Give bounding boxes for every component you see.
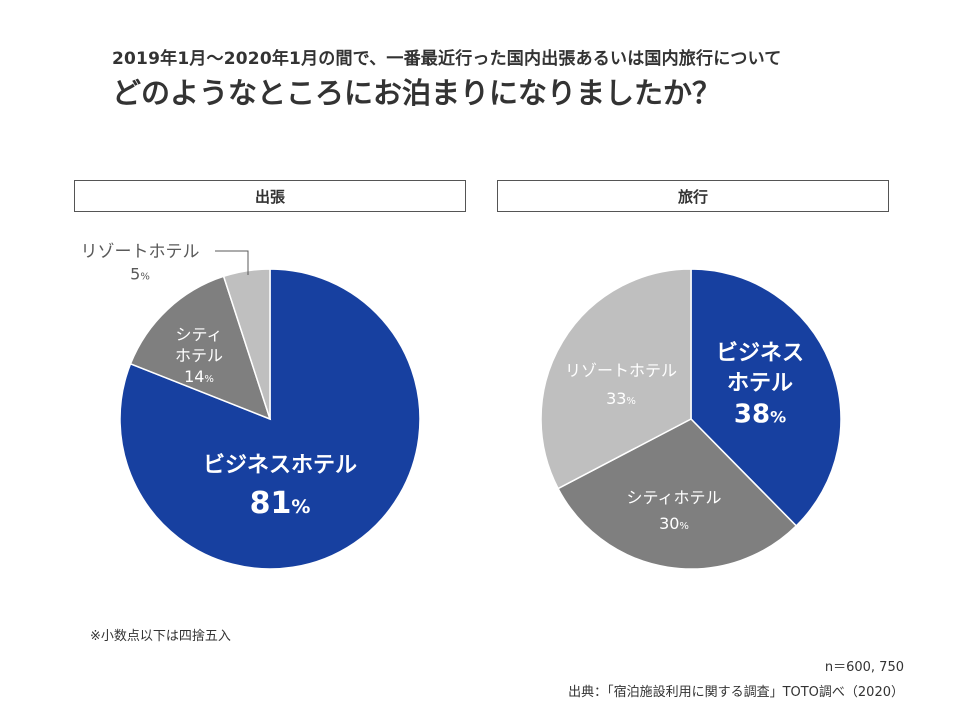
rounding-note: ※小数点以下は四捨五入	[90, 629, 231, 644]
pie-slice	[540, 268, 692, 490]
slice-value-label: 30%	[659, 514, 689, 533]
chart-subtitle: 2019年1月～2020年1月の間で、一番最近行った国内出張あるいは国内旅行につ…	[112, 49, 782, 69]
panel-header-leisure-trip: 旅行	[497, 180, 889, 212]
slice-label: シティホテル 14%	[175, 325, 223, 386]
chart-title: どのようなところにお泊まりになりましたか？	[112, 76, 722, 110]
slice-label: ビジネスホテル 38%	[716, 341, 804, 429]
slice-label: ビジネスホテル 81%	[203, 453, 357, 521]
slice-label-text: ビジネス	[716, 341, 804, 366]
leader-line	[215, 250, 249, 275]
slice-label: リゾートホテル 5%	[81, 242, 200, 283]
slice-label-text: リゾートホテル	[565, 361, 677, 380]
slice-label: シティホテル 30%	[626, 488, 721, 533]
slice-value-label: 81%	[250, 486, 311, 521]
slice-value-label: 14%	[184, 367, 214, 386]
slice-value-label: 38%	[734, 399, 786, 429]
sample-size: n＝600, 750	[824, 660, 904, 675]
pie-slice	[222, 268, 271, 420]
slice-label-text: シティ	[175, 325, 222, 344]
slice-label-text: ビジネスホテル	[203, 453, 357, 478]
panel-header-business-trip: 出張	[74, 180, 466, 212]
slice-label-text: ホテル	[727, 371, 793, 396]
slice-label: リゾートホテル 33%	[565, 361, 677, 408]
slice-value-label: 5%	[130, 264, 150, 283]
slice-label-text: シティホテル	[626, 488, 721, 507]
slice-value-label: 33%	[606, 389, 636, 408]
source-citation: 出典：「宿泊施設利用に関する調査」TOTO調べ（2020）	[568, 685, 904, 700]
slice-label-text: ホテル	[175, 346, 223, 365]
pie-chart-0: ビジネスホテル 81% シティホテル 14% リゾートホテル 5%	[81, 242, 421, 570]
pie-chart-1: ビジネスホテル 38% シティホテル 30% リゾートホテル 33%	[540, 268, 842, 570]
pie-slice	[557, 418, 798, 570]
pie-slice	[690, 268, 842, 527]
slice-label-text: リゾートホテル	[81, 242, 200, 262]
